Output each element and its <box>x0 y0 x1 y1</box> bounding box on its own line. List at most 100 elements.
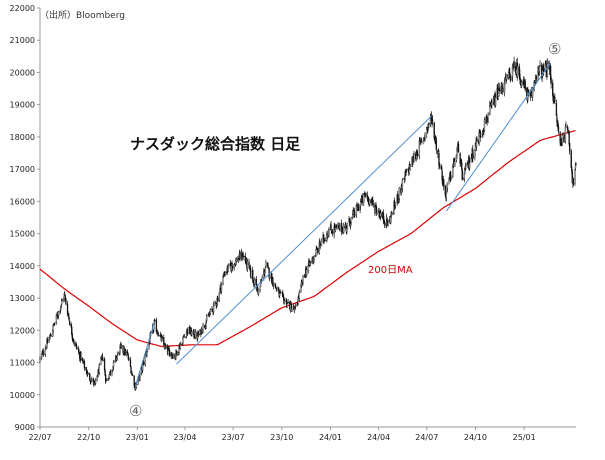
wave-4-label: ④ <box>129 402 142 420</box>
candle-body <box>50 335 52 337</box>
x-tick-label: 23/04 <box>173 433 196 442</box>
candle-body <box>335 224 337 228</box>
candle-body <box>259 281 262 287</box>
candle-body <box>106 379 108 381</box>
candle-body <box>65 298 67 305</box>
candle-body <box>413 154 415 163</box>
candle-body <box>433 122 435 139</box>
candle-body <box>402 178 404 180</box>
candle-body <box>472 156 475 158</box>
candle-body <box>243 255 245 257</box>
candle-body <box>57 311 60 316</box>
trendline-2 <box>176 115 432 365</box>
trendline-3 <box>445 62 552 212</box>
x-tick-label: 22/10 <box>77 433 100 442</box>
candle-body <box>531 88 534 98</box>
trendline-1 <box>134 322 155 387</box>
candle-body <box>235 258 237 262</box>
candle-body <box>530 96 532 98</box>
candle-body <box>557 126 560 132</box>
candle-body <box>503 81 506 94</box>
candle-body <box>87 372 89 375</box>
candle-body <box>307 265 309 271</box>
ma200-line <box>39 130 576 347</box>
candle-body <box>90 381 92 383</box>
candle-body <box>456 150 458 156</box>
candle-body <box>363 193 365 203</box>
candle-body <box>457 143 460 153</box>
candle-body <box>141 363 144 371</box>
candle-body <box>144 354 146 366</box>
candle-body <box>213 302 215 305</box>
candle-body <box>372 203 374 205</box>
candle-body <box>569 143 571 152</box>
candle-body <box>546 62 549 77</box>
candle-body <box>350 217 352 223</box>
candle-body <box>231 266 234 269</box>
candle-body <box>146 351 148 356</box>
candle-body <box>272 284 274 287</box>
candle-body <box>61 299 63 301</box>
candle-body <box>452 167 454 178</box>
candle-body <box>205 321 207 327</box>
candle-body <box>250 271 252 278</box>
candle-body <box>535 76 537 80</box>
candle-body <box>265 261 267 267</box>
candle-body <box>257 289 260 295</box>
candle-body <box>420 139 423 141</box>
y-tick-label: 15000 <box>10 230 35 239</box>
candle-body <box>202 324 204 332</box>
candle-body <box>268 276 271 279</box>
x-tick-label: 25/01 <box>513 433 536 442</box>
candle-body <box>568 131 570 145</box>
candle-body <box>246 261 249 270</box>
candle-body <box>98 364 100 374</box>
candle-body <box>565 125 567 128</box>
candle-body <box>554 96 556 102</box>
candle-body <box>494 97 497 106</box>
source-label: （出所）Bloomberg <box>40 9 125 21</box>
candle-body <box>116 355 118 359</box>
candle-body <box>282 292 284 295</box>
candle-body <box>129 359 132 367</box>
candle-body <box>302 275 304 284</box>
candle-body <box>555 103 558 116</box>
candle-body <box>361 195 363 204</box>
ma-label: 200日MA <box>368 265 413 276</box>
candle-body <box>43 353 45 356</box>
candle-body <box>431 119 434 122</box>
candle-body <box>120 345 123 347</box>
candle-body <box>461 168 463 180</box>
candle-body <box>217 297 219 302</box>
candle-body <box>248 261 250 266</box>
candle-body <box>454 161 456 167</box>
candle-body <box>319 245 322 249</box>
candle-body <box>183 335 186 338</box>
candle-body <box>131 374 134 376</box>
candle-body <box>182 338 184 344</box>
y-tick-label: 14000 <box>10 262 35 271</box>
candle-body <box>209 309 212 315</box>
candle-body <box>111 370 113 375</box>
candle-body <box>354 215 356 217</box>
candle-body <box>179 344 181 349</box>
candle-body <box>561 135 563 144</box>
candle-body <box>122 345 124 353</box>
candle-body <box>83 361 86 369</box>
candle-body <box>94 379 97 384</box>
candle-body <box>254 278 256 285</box>
candle-body <box>80 351 82 361</box>
candle-body <box>146 348 149 352</box>
candle-body <box>422 140 424 143</box>
candlestick-layer <box>39 56 577 391</box>
candle-body <box>291 308 293 312</box>
wave-5-label: ⑤ <box>548 40 561 58</box>
candle-body <box>91 378 93 381</box>
candle-body <box>461 162 463 169</box>
candle-body <box>75 344 78 349</box>
candle-body <box>283 300 286 304</box>
candle-body <box>194 337 196 339</box>
candle-body <box>376 212 378 214</box>
y-tick-label: 19000 <box>10 101 35 110</box>
candle-body <box>368 199 371 205</box>
